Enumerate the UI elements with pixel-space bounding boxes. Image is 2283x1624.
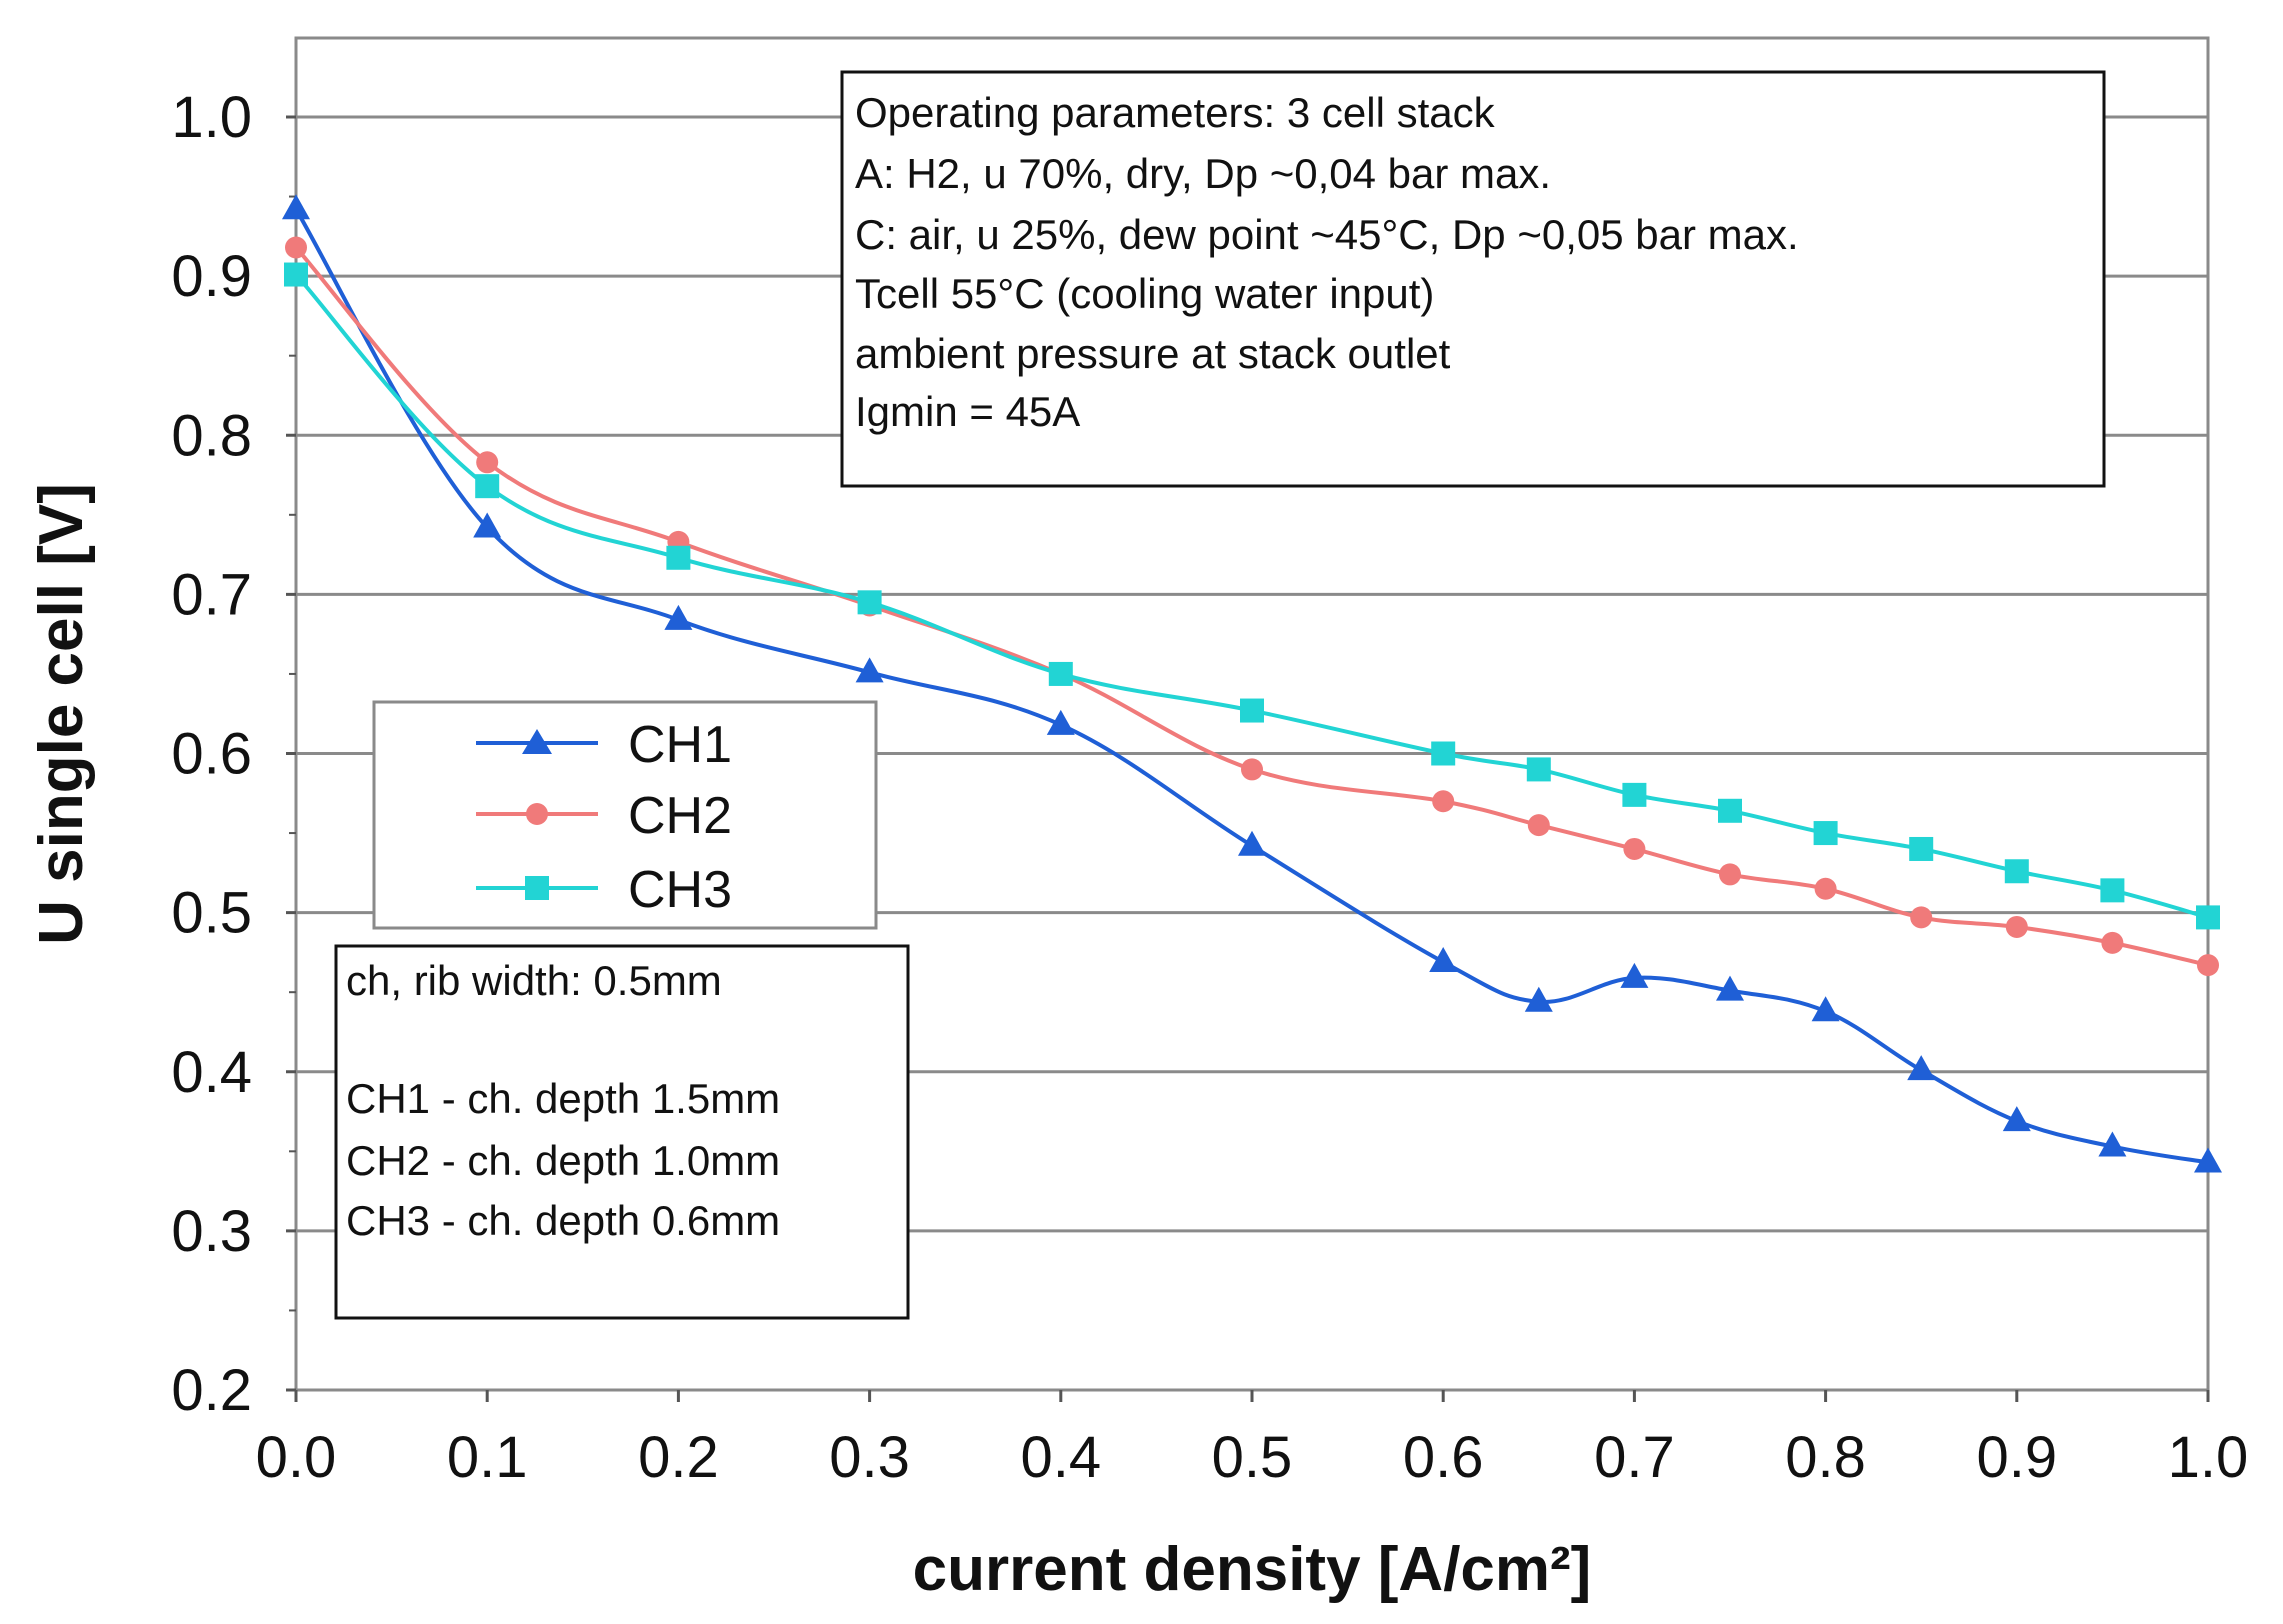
data-point bbox=[1716, 975, 1744, 1001]
data-point bbox=[1623, 837, 1646, 860]
legend-ch3-label: CH3 bbox=[628, 861, 732, 919]
data-point bbox=[1910, 906, 1933, 929]
data-point bbox=[664, 604, 693, 630]
x-tick-label: 0.3 bbox=[829, 1425, 910, 1490]
data-point bbox=[1718, 798, 1742, 823]
x-tick-label: 0.1 bbox=[447, 1425, 528, 1490]
channel-line-4: CH2 - ch. depth 1.0mm bbox=[346, 1137, 780, 1184]
data-point bbox=[1719, 863, 1741, 886]
op-line-5: ambient pressure at stack outlet bbox=[855, 330, 1451, 377]
data-point bbox=[2100, 878, 2125, 903]
legend-ch1-label: CH1 bbox=[628, 716, 732, 774]
data-point bbox=[1813, 821, 1838, 846]
series-layer bbox=[282, 194, 2222, 1173]
legend-ch3-square-icon bbox=[525, 876, 549, 900]
y-axis-title: U single cell [V] bbox=[27, 483, 96, 945]
op-line-4: Tcell 55°C (cooling water input) bbox=[855, 270, 1434, 317]
axes: 0.2 0.3 0.4 0.5 0.6 0.7 0.8 0.9 1.0 0.0 0.1 0.2 0.3 0… bbox=[171, 85, 2248, 1490]
legend-ch2-label: CH2 bbox=[628, 787, 732, 845]
data-point bbox=[1241, 758, 1263, 781]
op-line-2: A: H2, u 70%, dry, Dp ~0,04 bar max. bbox=[855, 150, 1551, 197]
data-point bbox=[2002, 1106, 2031, 1132]
x-tick-label: 0.2 bbox=[638, 1425, 719, 1490]
y-tick-label: 0.4 bbox=[171, 1040, 252, 1105]
series-ch3 bbox=[284, 262, 2220, 930]
x-axis-title: current density [A/cm²] bbox=[913, 1535, 1592, 1604]
x-tick-label: 0.5 bbox=[1212, 1425, 1293, 1490]
x-tick-label: 0.4 bbox=[1020, 1425, 1101, 1490]
legend-ch1-triangle-icon bbox=[522, 729, 552, 754]
data-point bbox=[1046, 709, 1075, 735]
op-line-1: Operating parameters: 3 cell stack bbox=[855, 89, 1496, 136]
data-point bbox=[1240, 698, 1264, 723]
data-point bbox=[1238, 830, 1266, 856]
data-point bbox=[2004, 859, 2029, 884]
series-line-ch2 bbox=[294, 246, 2209, 968]
data-point bbox=[476, 451, 499, 474]
y-tick-label: 0.3 bbox=[171, 1199, 252, 1264]
data-point bbox=[2098, 1131, 2127, 1157]
data-point bbox=[2196, 905, 2220, 930]
data-point bbox=[1814, 877, 1837, 900]
data-point bbox=[1429, 946, 1458, 972]
y-tick-label: 0.5 bbox=[171, 881, 252, 946]
data-point bbox=[1526, 757, 1551, 782]
data-point bbox=[2005, 915, 2028, 938]
data-point bbox=[1524, 986, 1553, 1012]
y-tick-label: 1.0 bbox=[171, 85, 252, 150]
data-point bbox=[1909, 836, 1934, 861]
x-tick-label: 0.8 bbox=[1785, 1425, 1866, 1490]
data-point bbox=[285, 236, 307, 259]
data-point bbox=[1431, 741, 1456, 766]
x-tick-label: 0.6 bbox=[1403, 1425, 1484, 1490]
x-tick-label: 0.0 bbox=[256, 1425, 337, 1490]
y-tick-label: 0.7 bbox=[171, 562, 252, 627]
data-point bbox=[1622, 782, 1647, 807]
data-point bbox=[1620, 962, 1649, 988]
op-line-3: C: air, u 25%, dew point ~45°C, Dp ~0,05… bbox=[855, 211, 1799, 258]
series-ch1 bbox=[282, 194, 2222, 1173]
operating-parameters-box: Operating parameters: 3 cell stack A: H2… bbox=[840, 70, 2106, 488]
data-point bbox=[1432, 790, 1455, 813]
data-point bbox=[284, 262, 308, 287]
y-tick-label: 0.2 bbox=[171, 1358, 252, 1423]
channel-line-1: ch, rib width: 0.5mm bbox=[346, 957, 722, 1004]
data-point bbox=[475, 474, 500, 499]
channel-line-5: CH3 - ch. depth 0.6mm bbox=[346, 1197, 780, 1244]
x-tick-label: 0.7 bbox=[1594, 1425, 1675, 1490]
series-line-ch3 bbox=[294, 273, 2209, 920]
data-point bbox=[282, 194, 310, 220]
data-point bbox=[2197, 954, 2219, 977]
data-point bbox=[473, 512, 502, 538]
y-tick-label: 0.6 bbox=[171, 722, 252, 787]
data-point bbox=[857, 590, 882, 615]
data-point bbox=[1907, 1055, 1936, 1081]
y-tick-label: 0.8 bbox=[171, 403, 252, 468]
data-point bbox=[1811, 996, 1840, 1022]
data-point bbox=[2101, 931, 2124, 954]
data-point bbox=[1048, 661, 1073, 686]
channel-info-box: ch, rib width: 0.5mm CH1 - ch. depth 1.5… bbox=[334, 944, 910, 1320]
y-tick-label: 0.9 bbox=[171, 244, 252, 309]
data-point bbox=[2194, 1147, 2222, 1173]
data-point bbox=[666, 545, 691, 570]
channel-line-3: CH1 - ch. depth 1.5mm bbox=[346, 1075, 780, 1122]
legend-ch2-circle-icon bbox=[526, 803, 548, 825]
data-point bbox=[855, 657, 884, 683]
x-tick-label: 1.0 bbox=[2168, 1425, 2249, 1490]
x-tick-label: 0.9 bbox=[1976, 1425, 2057, 1490]
data-point bbox=[1527, 814, 1550, 837]
op-line-6: Igmin = 45A bbox=[855, 388, 1080, 435]
legend: CH1 CH2 CH3 bbox=[372, 700, 878, 930]
